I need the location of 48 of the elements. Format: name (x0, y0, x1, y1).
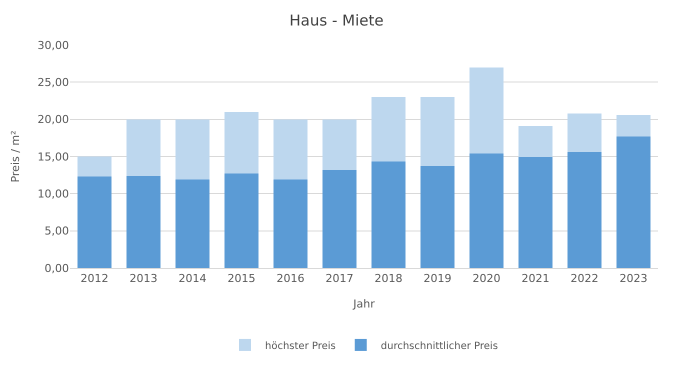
y-axis-title: Preis / m² (9, 130, 22, 183)
y-tick-label: 5,00 (44, 224, 69, 238)
x-tick-label: 2019 (424, 272, 452, 286)
bar (273, 119, 308, 180)
bar (371, 162, 406, 268)
bar (175, 180, 210, 268)
bar (469, 154, 504, 268)
y-tick-label: 20,00 (38, 113, 69, 126)
bar (224, 174, 259, 268)
x-tick-label: 2017 (326, 272, 354, 286)
bar (273, 180, 308, 268)
x-tick-label: 2012 (80, 272, 108, 286)
x-tick-label: 2016 (276, 272, 304, 286)
bar (175, 119, 210, 180)
bar (518, 157, 553, 268)
x-tick-label: 2015 (228, 272, 256, 286)
bar (567, 152, 602, 268)
bar (126, 119, 161, 176)
bar (420, 97, 455, 166)
bar (322, 170, 357, 268)
bar (616, 114, 651, 136)
legend-label: durchschnittlicher Preis (380, 340, 498, 352)
chart-title: Haus - Miete (289, 11, 384, 30)
x-tick-label: 2023 (620, 272, 648, 286)
bar (469, 67, 504, 154)
y-tick-label: 25,00 (38, 76, 69, 90)
bar (77, 176, 112, 268)
x-tick-label: 2014 (178, 272, 206, 286)
bar (518, 126, 553, 158)
bar (126, 176, 161, 268)
y-tick-label: 15,00 (38, 150, 69, 164)
x-tick-label: 2021 (522, 272, 550, 286)
x-tick-label: 2018 (374, 272, 402, 286)
y-tick-label: 30,00 (38, 38, 69, 52)
bar (77, 156, 112, 177)
bar (371, 97, 406, 162)
legend-label: höchster Preis (265, 340, 336, 352)
x-tick-label: 2013 (130, 272, 158, 286)
bar (420, 166, 455, 268)
x-tick-label: 2020 (472, 272, 500, 286)
bar (322, 119, 357, 170)
y-tick-label: 10,00 (38, 188, 69, 201)
bar (567, 113, 602, 152)
y-tick-label: 0,00 (44, 262, 69, 275)
bar (224, 112, 259, 174)
x-tick-label: 2022 (570, 272, 598, 286)
bar (616, 136, 651, 268)
x-axis-title: Jahr (352, 297, 376, 310)
